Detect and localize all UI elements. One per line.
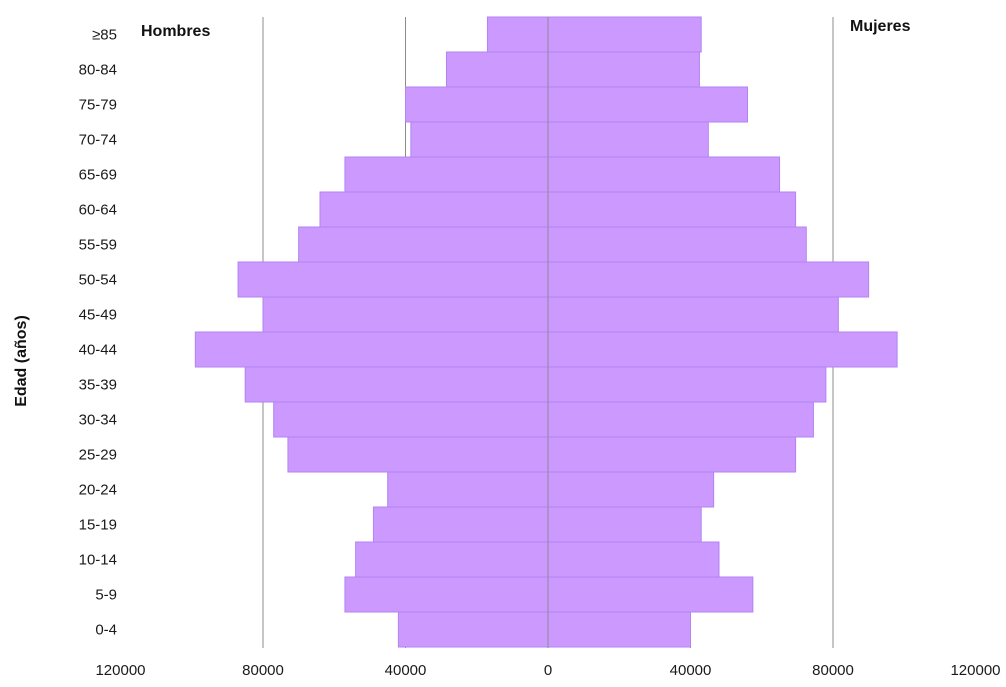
- x-tick-label: 80000: [812, 662, 854, 679]
- y-tick-label: 35-39: [79, 377, 117, 394]
- bar-hombres-70-74: [410, 121, 549, 158]
- bar-hombres-75-79: [405, 86, 549, 123]
- y-tick-label: 5-9: [95, 587, 117, 604]
- y-tick-label: 55-59: [79, 237, 117, 254]
- bar-mujeres-60-64: [547, 191, 797, 228]
- x-tick-label: 0: [544, 662, 552, 679]
- series-label-hombres: Hombres: [141, 23, 210, 40]
- bar-hombres-0-4: [397, 611, 549, 648]
- bar-mujeres-50-54: [547, 261, 870, 298]
- bar-mujeres-70-74: [547, 121, 709, 158]
- y-tick-label: 0-4: [95, 622, 117, 639]
- bar-mujeres-0-4: [547, 611, 691, 648]
- bar-mujeres-35-39: [547, 366, 827, 403]
- bar-hombres-30-34: [273, 401, 549, 438]
- x-tick-labels: 120000 80000 40000 0 40000 80000 120000: [95, 662, 1000, 679]
- bar-hombres-45-49: [262, 296, 549, 333]
- bar-hombres-65-69: [344, 156, 549, 193]
- bar-hombres-80-84: [445, 51, 549, 88]
- y-tick-label: 75-79: [79, 97, 117, 114]
- bar-mujeres-20-24: [547, 471, 715, 508]
- y-tick-label: 70-74: [79, 132, 117, 149]
- bar-mujeres-30-34: [547, 401, 814, 438]
- x-tick-label: 120000: [950, 662, 1000, 679]
- bar-mujeres-40-44: [547, 331, 898, 368]
- bar-mujeres-5-9: [547, 576, 754, 613]
- series-label-mujeres: Mujeres: [850, 18, 911, 35]
- bar-mujeres-75-79: [547, 86, 748, 123]
- y-tick-label: 80-84: [79, 62, 117, 79]
- bar-hombres-25-29: [287, 436, 549, 473]
- y-tick-label: 50-54: [79, 272, 117, 289]
- bars-layer: [194, 16, 898, 648]
- y-axis-title: Edad (años): [13, 315, 30, 407]
- bar-hombres-≥85: [486, 16, 549, 53]
- x-tick-label: 120000: [95, 662, 145, 679]
- y-tick-label: 30-34: [79, 412, 117, 429]
- y-tick-label: ≥85: [92, 27, 117, 44]
- y-tick-label: 25-29: [79, 447, 117, 464]
- bar-mujeres-65-69: [547, 156, 781, 193]
- y-tick-label: 15-19: [79, 517, 117, 534]
- bar-hombres-10-14: [355, 541, 549, 578]
- bar-mujeres-15-19: [547, 506, 702, 543]
- y-tick-label: 65-69: [79, 167, 117, 184]
- bar-hombres-35-39: [244, 366, 549, 403]
- y-tick-label: 60-64: [79, 202, 117, 219]
- y-tick-label: 45-49: [79, 307, 117, 324]
- bar-mujeres-45-49: [547, 296, 839, 333]
- bar-hombres-55-59: [298, 226, 549, 263]
- x-tick-label: 80000: [242, 662, 284, 679]
- bar-hombres-15-19: [372, 506, 549, 543]
- bar-hombres-5-9: [344, 576, 549, 613]
- bar-mujeres-≥85: [547, 16, 702, 53]
- bar-mujeres-55-59: [547, 226, 807, 263]
- bar-mujeres-80-84: [547, 51, 700, 88]
- y-tick-label: 40-44: [79, 342, 117, 359]
- x-tick-label: 40000: [385, 662, 427, 679]
- bar-hombres-40-44: [194, 331, 549, 368]
- y-tick-label: 20-24: [79, 482, 117, 499]
- x-tick-label: 40000: [670, 662, 712, 679]
- bar-hombres-20-24: [387, 471, 549, 508]
- bar-mujeres-10-14: [547, 541, 720, 578]
- bar-mujeres-25-29: [547, 436, 797, 473]
- bar-hombres-50-54: [237, 261, 549, 298]
- bar-hombres-60-64: [319, 191, 549, 228]
- y-tick-label: 10-14: [79, 552, 117, 569]
- y-tick-labels: 0-4 5-9 10-14 15-19 20-24 25-29 30-34 35-39 40-4…: [79, 27, 117, 639]
